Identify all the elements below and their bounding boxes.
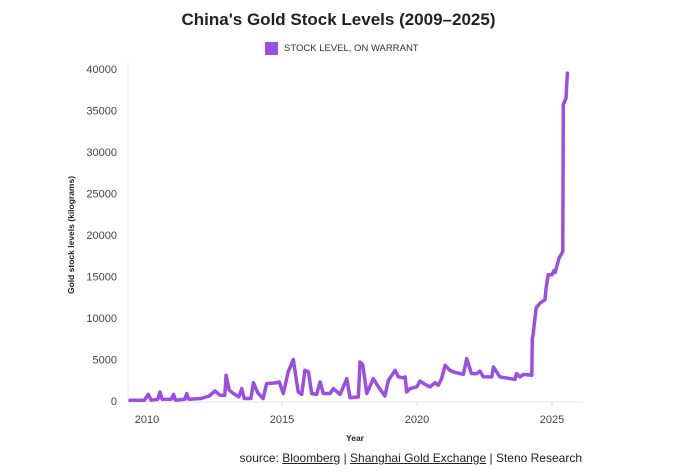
- x-axis-label: Year: [346, 433, 365, 443]
- source-link-shanghai-gold-exchange[interactable]: Shanghai Gold Exchange: [350, 451, 487, 465]
- source-link-bloomberg[interactable]: Bloomberg: [282, 451, 341, 465]
- y-tick-label: 10000: [86, 313, 117, 325]
- legend-swatch: [265, 42, 278, 55]
- x-tick-label: 2015: [270, 414, 294, 426]
- x-tick-labels: 2010 2015 2020 2025: [135, 402, 564, 426]
- y-tick-labels: 0 5000 10000 15000 20000 25000 30000 35000 40000: [86, 64, 117, 408]
- y-tick-label: 5000: [93, 355, 117, 367]
- series-line-stock-level: [128, 71, 570, 402]
- x-tick-label: 2010: [135, 414, 159, 426]
- y-tick-label: 25000: [86, 189, 117, 201]
- x-tick-label: 2025: [540, 414, 564, 426]
- source-line: source: Bloomberg | Shanghai Gold Exchan…: [240, 451, 582, 465]
- legend: STOCK LEVEL, ON WARRANT: [265, 42, 419, 55]
- x-tick-label: 2020: [405, 414, 429, 426]
- chart-title: China's Gold Stock Levels (2009–2025): [181, 10, 496, 29]
- source-steno-research: Steno Research: [495, 451, 582, 465]
- source-prefix: source:: [239, 451, 283, 465]
- y-tick-label: 15000: [86, 272, 117, 284]
- source-separator: |: [486, 451, 496, 465]
- legend-label: STOCK LEVEL, ON WARRANT: [284, 43, 419, 54]
- axes: [127, 62, 583, 403]
- y-axis-label: Gold stock levels (kilograms): [66, 176, 76, 294]
- y-tick-label: 0: [111, 396, 117, 408]
- y-tick-label: 40000: [86, 64, 117, 76]
- y-tick-label: 20000: [86, 230, 117, 242]
- source-separator: |: [340, 451, 351, 465]
- y-tick-label: 35000: [86, 106, 117, 118]
- y-tick-label: 30000: [86, 147, 117, 159]
